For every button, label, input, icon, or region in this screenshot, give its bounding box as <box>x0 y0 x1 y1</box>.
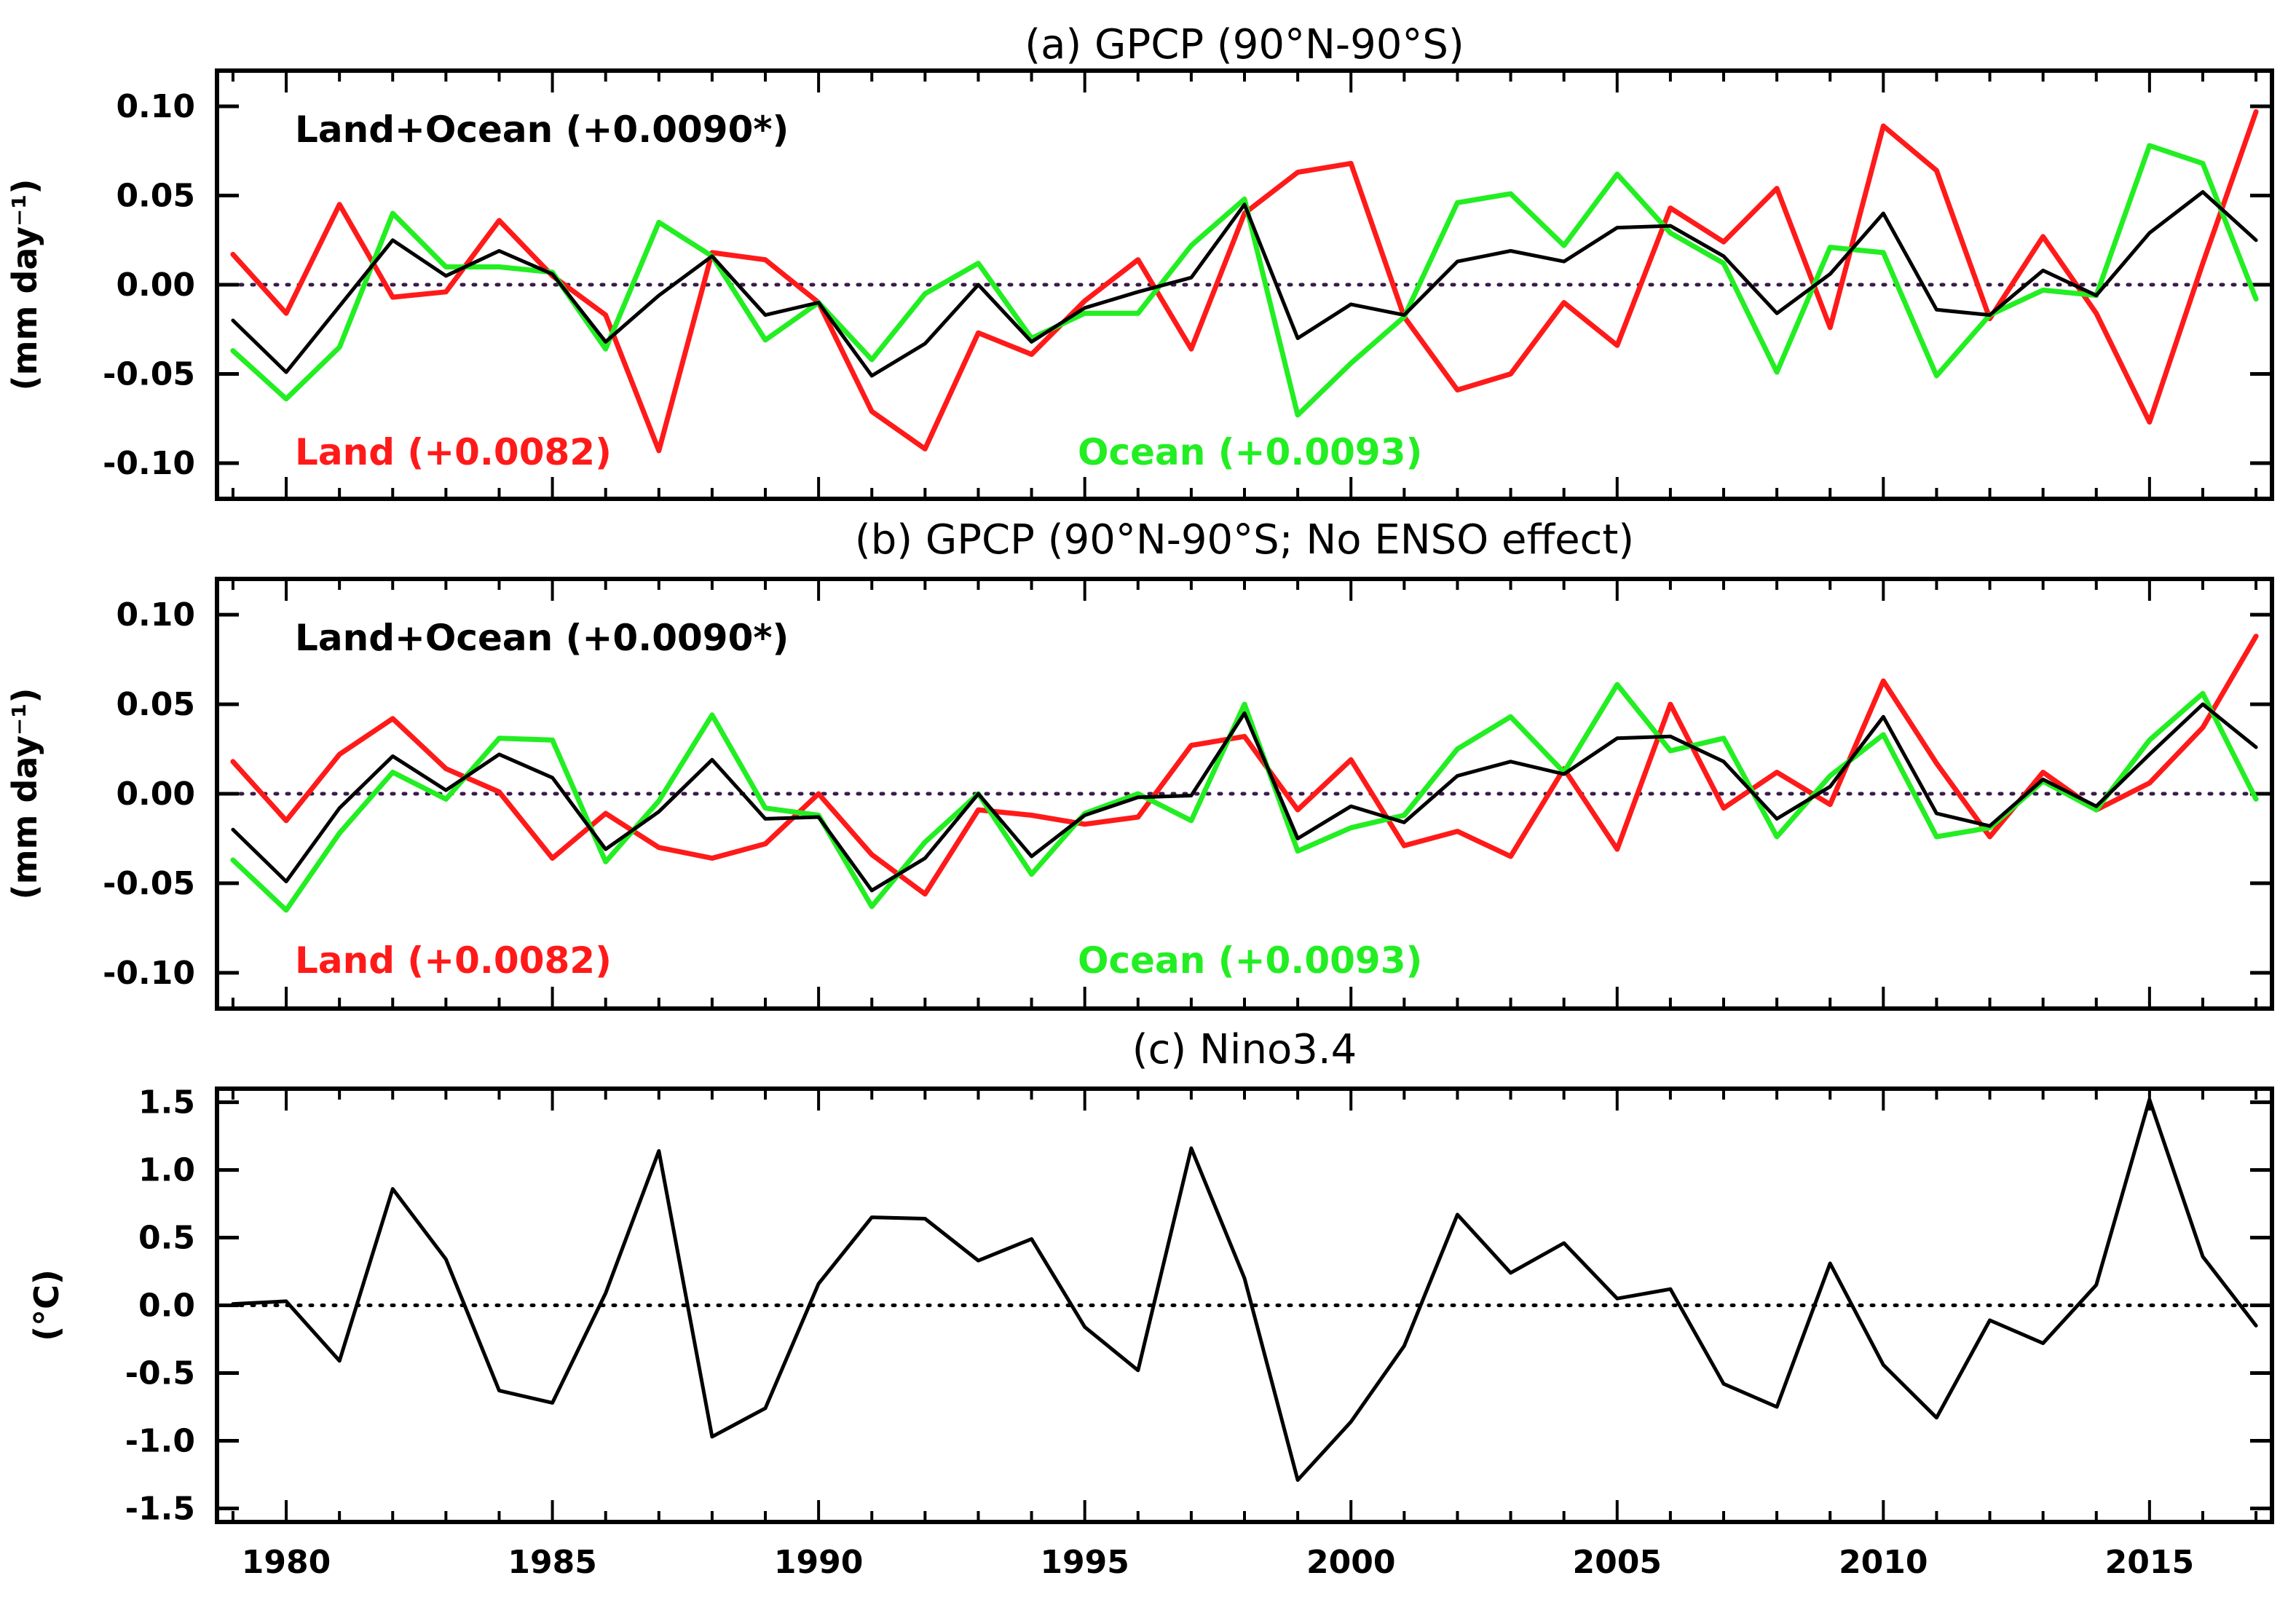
x-tick-label: 2015 <box>2105 1544 2194 1581</box>
trend-annotation-land: Land (+0.0082) <box>295 939 612 982</box>
y-tick-label: 0.00 <box>116 776 195 813</box>
y-tick-label: 0.05 <box>116 178 195 215</box>
y-tick-label: 1.0 <box>138 1152 195 1189</box>
series-line-land-ocean <box>231 190 2258 378</box>
trend-annotation-land-ocean: Land+Ocean (+0.0090*) <box>295 617 789 659</box>
y-tick-label: 0.00 <box>116 267 195 304</box>
plot-frame <box>215 1086 2274 1524</box>
y-tick-label: -1.5 <box>125 1490 195 1527</box>
y-tick-label: -1.0 <box>125 1422 195 1459</box>
y-tick-label: -0.10 <box>103 955 195 992</box>
x-tick-label: 2010 <box>1839 1544 1928 1581</box>
y-tick-label: -0.05 <box>103 356 195 393</box>
y-tick-label: -0.05 <box>103 865 195 902</box>
trend-annotation-ocean: Ocean (+0.0093) <box>1078 939 1422 982</box>
y-tick-label: -0.10 <box>103 445 195 482</box>
x-tick-label: 1980 <box>242 1544 331 1581</box>
x-tick-label: 2005 <box>1573 1544 1662 1581</box>
series-line-nino3-4 <box>231 1097 2258 1482</box>
plot-frame <box>215 577 2274 1011</box>
series-line-ocean <box>230 682 2259 913</box>
trend-annotation-land: Land (+0.0082) <box>295 431 612 473</box>
y-tick-label: 0.0 <box>138 1287 195 1325</box>
y-axis-label: (°C) <box>27 1269 66 1341</box>
panel-title: (b) GPCP (90°N-90°S; No ENSO effect) <box>855 516 1634 564</box>
trend-annotation-land-ocean: Land+Ocean (+0.0090*) <box>295 109 789 151</box>
x-tick-label: 1990 <box>774 1544 863 1581</box>
y-axis-label: (mm day⁻¹) <box>5 179 44 391</box>
series-line-land <box>230 109 2259 454</box>
x-tick-label: 1985 <box>508 1544 596 1581</box>
panel-title: (c) Nino3.4 <box>1132 1026 1357 1073</box>
y-tick-label: -0.5 <box>125 1354 195 1392</box>
plot-frame <box>215 68 2274 501</box>
y-tick-label: 0.10 <box>116 88 195 125</box>
y-tick-label: 0.05 <box>116 686 195 723</box>
y-tick-label: 0.5 <box>138 1220 195 1257</box>
series-line-land-ocean <box>231 702 2258 893</box>
y-axis-label: (mm day⁻¹) <box>5 688 44 900</box>
series-line-ocean <box>230 143 2259 418</box>
series-line-land <box>230 634 2259 897</box>
y-tick-label: 1.5 <box>138 1084 195 1121</box>
y-tick-label: 0.10 <box>116 596 195 634</box>
x-tick-label: 2000 <box>1306 1544 1395 1581</box>
x-tick-label: 1995 <box>1040 1544 1129 1581</box>
panel-title: (a) GPCP (90°N-90°S) <box>1025 21 1464 68</box>
trend-annotation-ocean: Ocean (+0.0093) <box>1078 431 1422 473</box>
